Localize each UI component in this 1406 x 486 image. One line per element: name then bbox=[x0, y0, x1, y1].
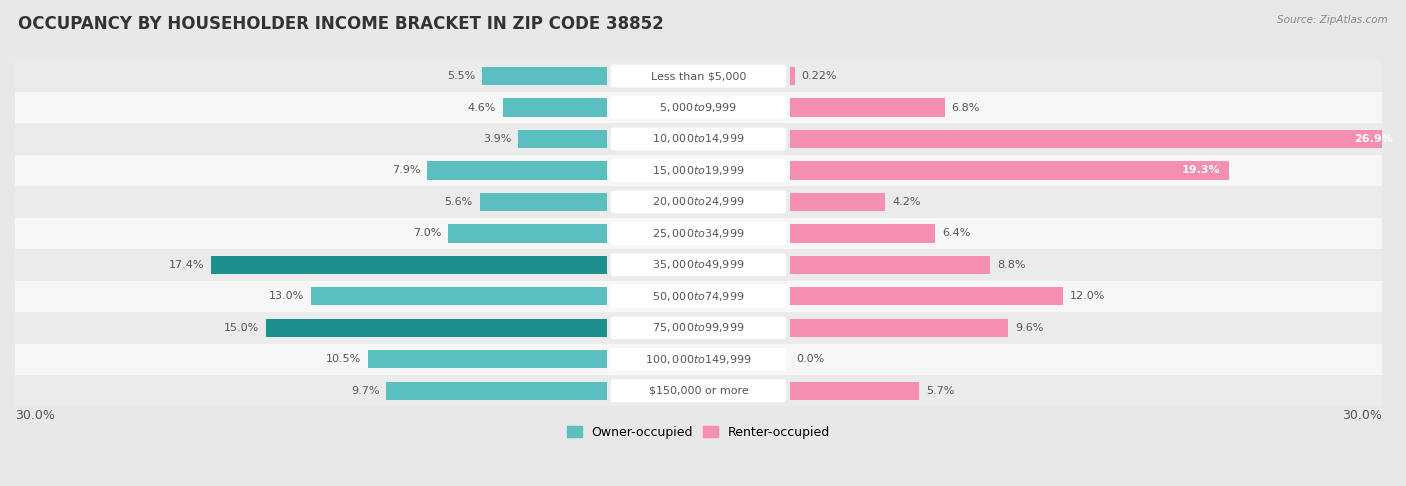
Bar bbox=[15, 186, 1382, 218]
Bar bbox=[790, 287, 1063, 306]
Text: 4.2%: 4.2% bbox=[891, 197, 921, 207]
Legend: Owner-occupied, Renter-occupied: Owner-occupied, Renter-occupied bbox=[561, 421, 835, 444]
Text: $5,000 to $9,999: $5,000 to $9,999 bbox=[659, 101, 738, 114]
Text: 3.9%: 3.9% bbox=[484, 134, 512, 144]
Bar bbox=[790, 67, 794, 85]
FancyBboxPatch shape bbox=[610, 128, 786, 150]
Text: 13.0%: 13.0% bbox=[269, 291, 304, 301]
Text: 5.7%: 5.7% bbox=[927, 386, 955, 396]
Bar bbox=[790, 224, 935, 243]
Bar bbox=[790, 193, 886, 211]
Bar bbox=[15, 344, 1382, 375]
Bar bbox=[211, 256, 607, 274]
FancyBboxPatch shape bbox=[610, 348, 786, 371]
Text: 7.9%: 7.9% bbox=[392, 165, 420, 175]
FancyBboxPatch shape bbox=[610, 191, 786, 213]
Bar bbox=[15, 60, 1382, 92]
Text: 0.22%: 0.22% bbox=[801, 71, 837, 81]
Text: 26.9%: 26.9% bbox=[1354, 134, 1393, 144]
Bar bbox=[519, 130, 607, 148]
Text: Source: ZipAtlas.com: Source: ZipAtlas.com bbox=[1277, 15, 1388, 25]
Bar bbox=[482, 67, 607, 85]
Bar bbox=[502, 98, 607, 117]
Text: OCCUPANCY BY HOUSEHOLDER INCOME BRACKET IN ZIP CODE 38852: OCCUPANCY BY HOUSEHOLDER INCOME BRACKET … bbox=[18, 15, 664, 33]
FancyBboxPatch shape bbox=[610, 222, 786, 245]
Text: 9.6%: 9.6% bbox=[1015, 323, 1043, 333]
Bar bbox=[790, 98, 945, 117]
Text: $35,000 to $49,999: $35,000 to $49,999 bbox=[652, 259, 745, 271]
Bar bbox=[368, 350, 607, 368]
FancyBboxPatch shape bbox=[610, 316, 786, 339]
Text: 30.0%: 30.0% bbox=[1343, 409, 1382, 422]
Text: 6.4%: 6.4% bbox=[942, 228, 970, 239]
Text: 8.8%: 8.8% bbox=[997, 260, 1025, 270]
Text: $100,000 to $149,999: $100,000 to $149,999 bbox=[645, 353, 752, 366]
Bar bbox=[790, 161, 1229, 180]
Bar bbox=[15, 312, 1382, 344]
FancyBboxPatch shape bbox=[610, 159, 786, 182]
Bar bbox=[266, 319, 607, 337]
FancyBboxPatch shape bbox=[610, 285, 786, 308]
Bar bbox=[15, 155, 1382, 186]
Text: 30.0%: 30.0% bbox=[15, 409, 55, 422]
Text: 17.4%: 17.4% bbox=[169, 260, 204, 270]
Bar bbox=[15, 280, 1382, 312]
Bar bbox=[311, 287, 607, 306]
Text: $20,000 to $24,999: $20,000 to $24,999 bbox=[652, 195, 745, 208]
Text: 10.5%: 10.5% bbox=[326, 354, 361, 364]
Bar bbox=[790, 256, 990, 274]
FancyBboxPatch shape bbox=[610, 96, 786, 119]
Bar bbox=[15, 123, 1382, 155]
Text: $50,000 to $74,999: $50,000 to $74,999 bbox=[652, 290, 745, 303]
Text: $15,000 to $19,999: $15,000 to $19,999 bbox=[652, 164, 745, 177]
Text: $150,000 or more: $150,000 or more bbox=[648, 386, 748, 396]
Bar bbox=[15, 249, 1382, 280]
Bar bbox=[427, 161, 607, 180]
Text: 12.0%: 12.0% bbox=[1070, 291, 1105, 301]
Text: 6.8%: 6.8% bbox=[952, 103, 980, 113]
Text: 4.6%: 4.6% bbox=[467, 103, 496, 113]
Bar bbox=[387, 382, 607, 400]
Text: $75,000 to $99,999: $75,000 to $99,999 bbox=[652, 321, 745, 334]
FancyBboxPatch shape bbox=[610, 254, 786, 276]
Text: $25,000 to $34,999: $25,000 to $34,999 bbox=[652, 227, 745, 240]
Text: $10,000 to $14,999: $10,000 to $14,999 bbox=[652, 133, 745, 145]
FancyBboxPatch shape bbox=[610, 380, 786, 402]
Text: 7.0%: 7.0% bbox=[412, 228, 441, 239]
FancyBboxPatch shape bbox=[610, 65, 786, 87]
Bar bbox=[15, 375, 1382, 406]
Text: 15.0%: 15.0% bbox=[224, 323, 259, 333]
Bar bbox=[790, 319, 1008, 337]
Bar bbox=[479, 193, 607, 211]
Bar bbox=[15, 218, 1382, 249]
Bar bbox=[790, 382, 920, 400]
Text: 0.0%: 0.0% bbox=[796, 354, 825, 364]
Text: Less than $5,000: Less than $5,000 bbox=[651, 71, 747, 81]
Text: 19.3%: 19.3% bbox=[1181, 165, 1220, 175]
Text: 9.7%: 9.7% bbox=[352, 386, 380, 396]
Bar bbox=[15, 92, 1382, 123]
Text: 5.5%: 5.5% bbox=[447, 71, 475, 81]
Bar bbox=[449, 224, 607, 243]
Bar bbox=[790, 130, 1402, 148]
Text: 5.6%: 5.6% bbox=[444, 197, 472, 207]
